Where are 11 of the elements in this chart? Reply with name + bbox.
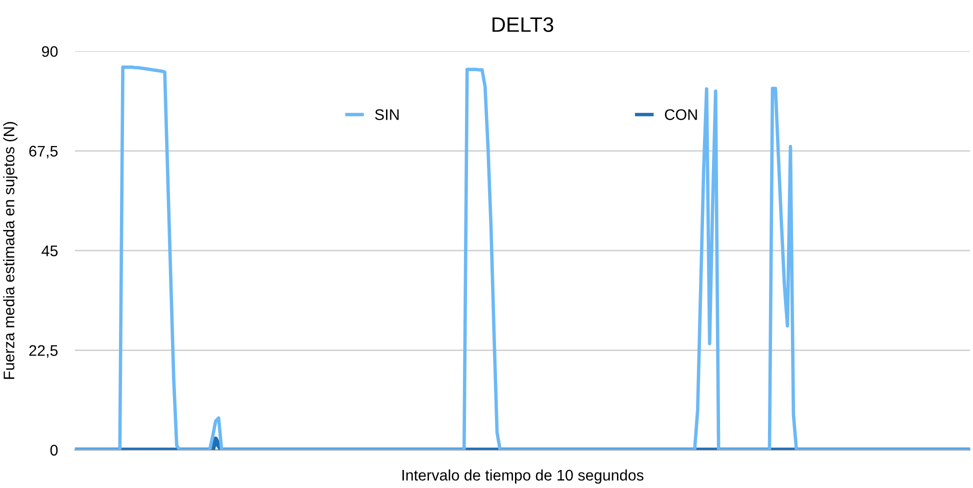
legend-label: CON xyxy=(664,109,697,120)
y-tick-label: 22,5 xyxy=(29,345,58,358)
x-axis-title: Intervalo de tiempo de 10 segundos xyxy=(402,469,644,484)
y-axis-title: Fuerza media estimada en sujetos (N) xyxy=(3,122,18,379)
y-tick-label: 45 xyxy=(42,246,58,256)
line-series xyxy=(74,66,970,450)
y-tick-label: 67,5 xyxy=(29,146,58,158)
y-tick-label: 0 xyxy=(50,444,58,456)
legend-label: SIN xyxy=(375,109,399,120)
chart-title: DELT3 xyxy=(492,17,554,32)
y-tick-label: 90 xyxy=(42,46,58,57)
